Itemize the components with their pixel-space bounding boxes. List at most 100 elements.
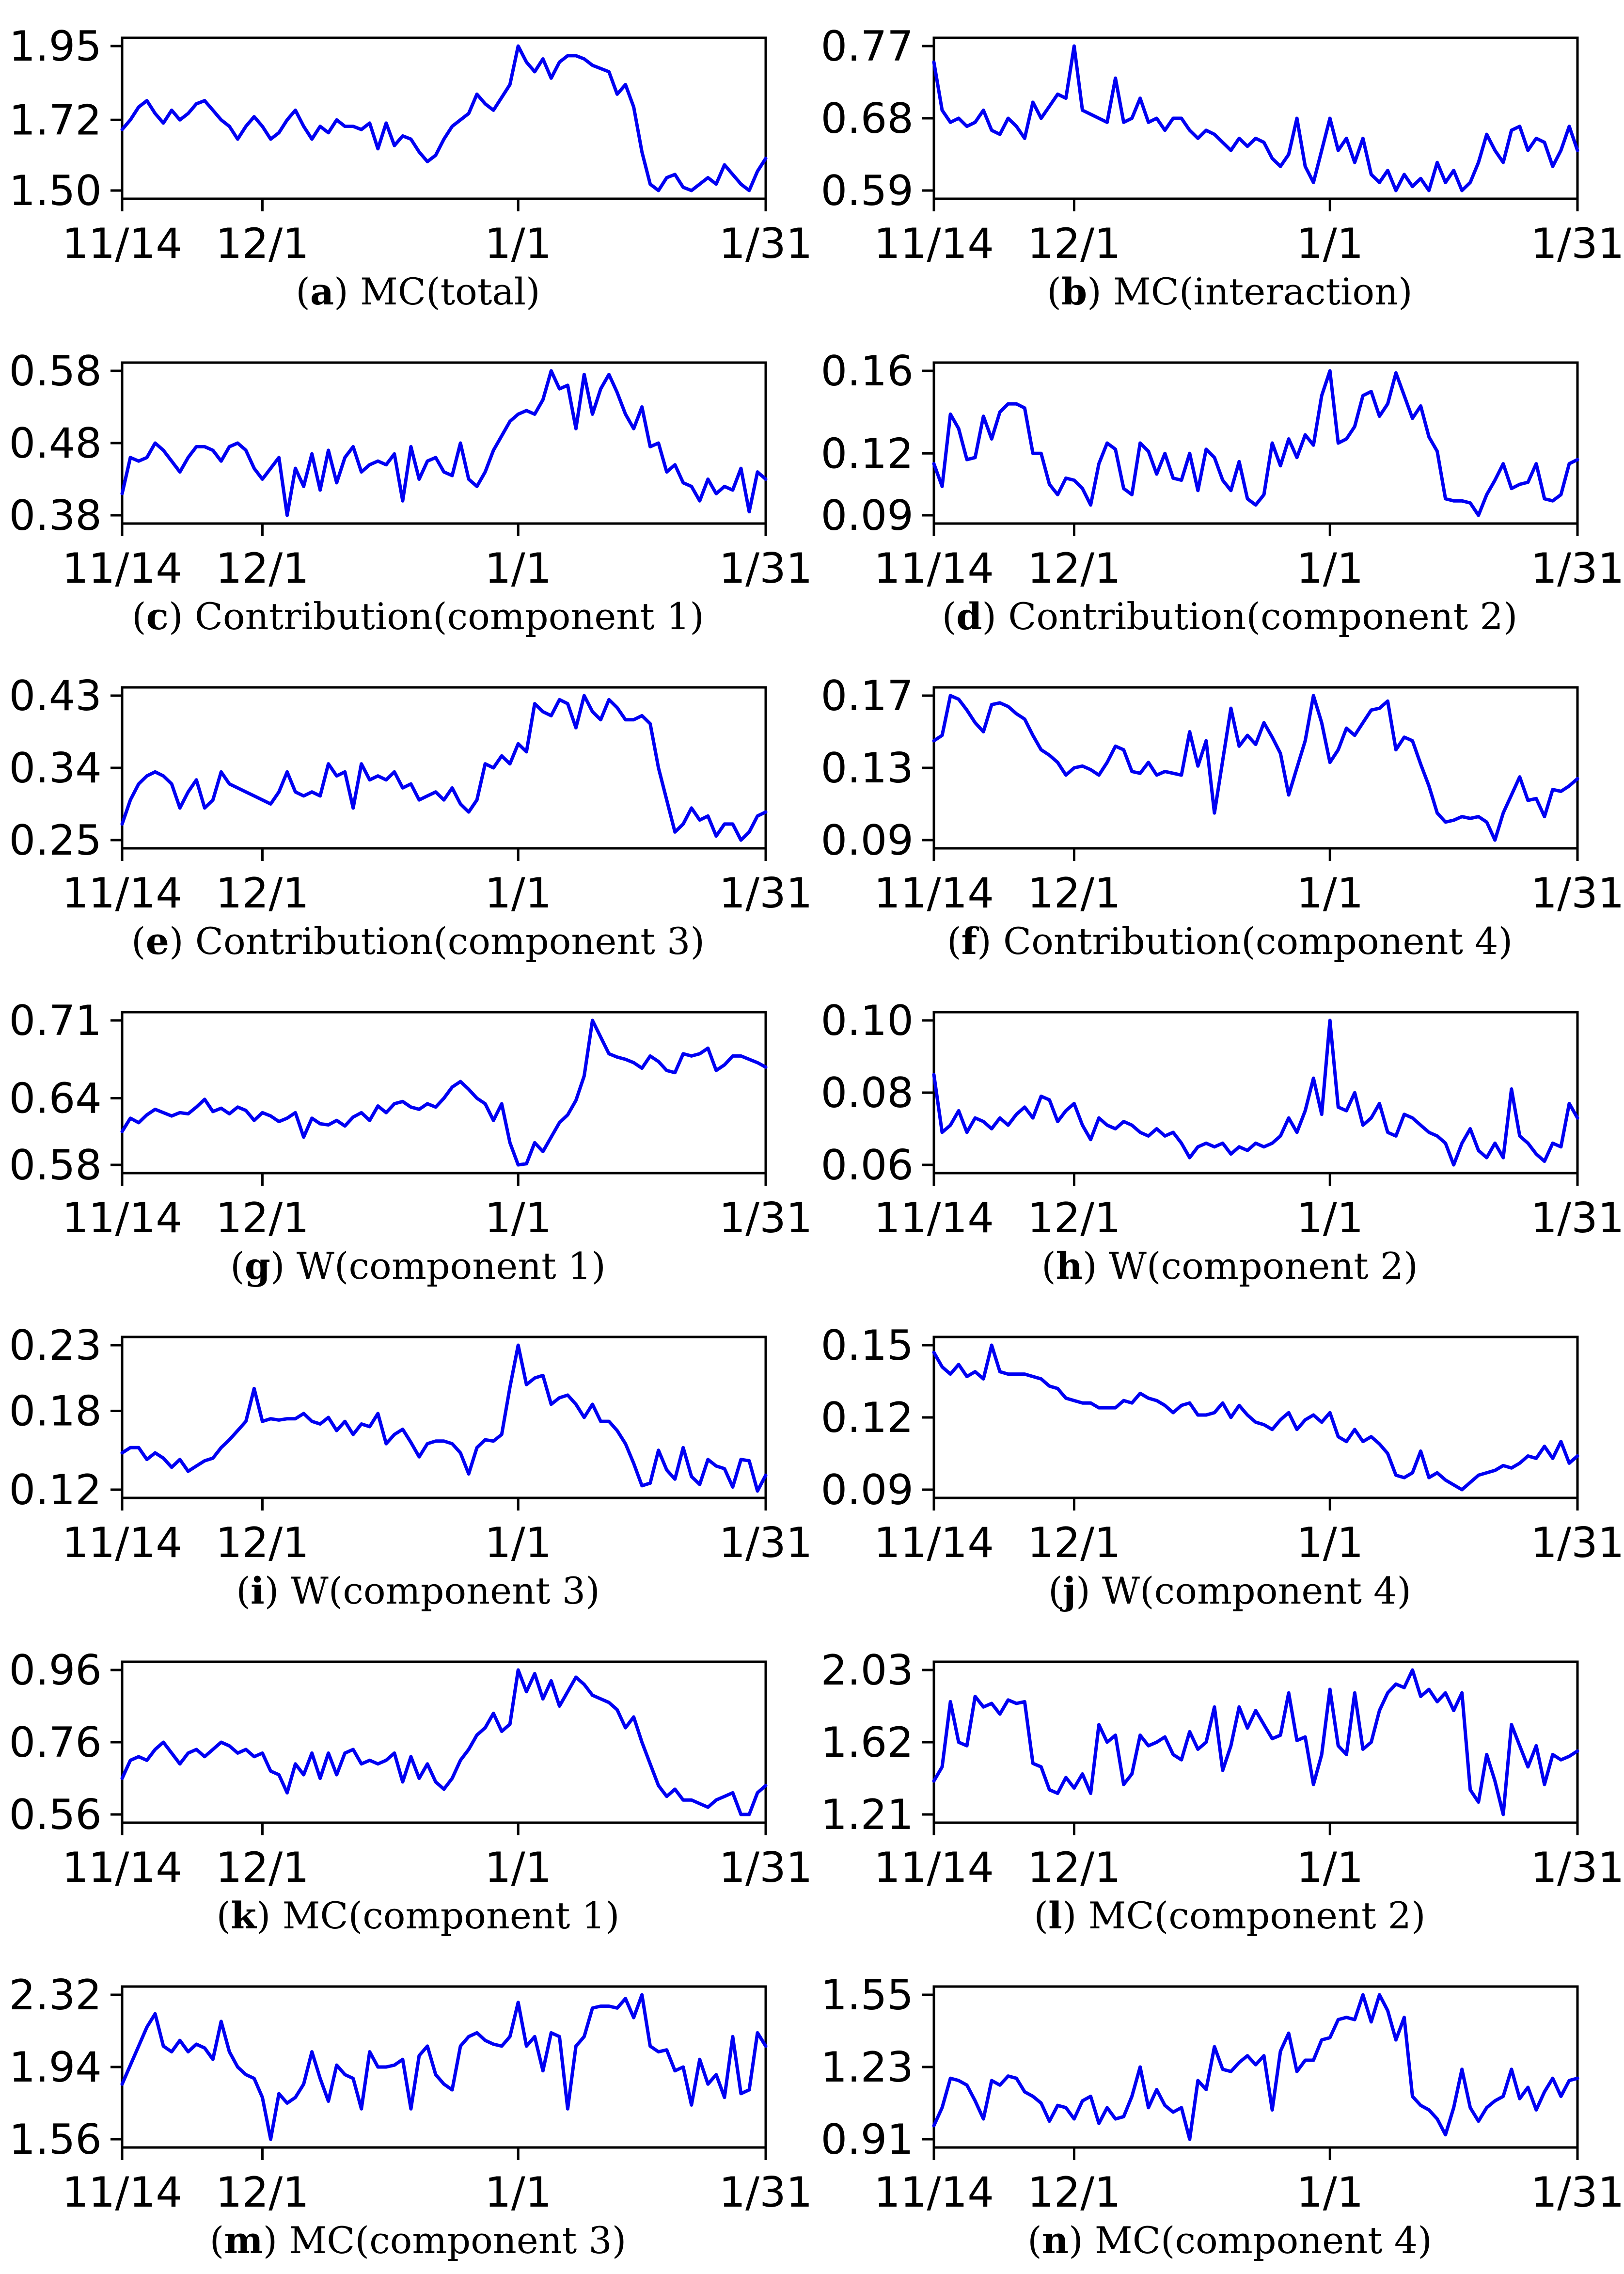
- y-tick-label: 0.06: [821, 1141, 914, 1190]
- y-tick-label: 0.48: [9, 419, 102, 468]
- y-tick-label: 0.08: [821, 1069, 914, 1117]
- caption-n: (n) MC(component 4): [1027, 2219, 1432, 2262]
- plot-area-c: [121, 361, 767, 525]
- y-tick-label: 0.12: [821, 1394, 914, 1442]
- x-tick-label: 1/1: [1296, 2168, 1363, 2217]
- caption-l: (l) MC(component 2): [1034, 1894, 1425, 1937]
- caption-h: (h) W(component 2): [1041, 1244, 1418, 1288]
- data-series-line-i: [120, 1343, 768, 1493]
- y-tick-label: 1.72: [9, 96, 102, 144]
- chart-svg-e: 0.25 0.34 0.43 11/14 12/1 1/1 1/31 (e) Contribu…: [9, 672, 813, 963]
- plot-area-a: [121, 36, 767, 200]
- chart-panel-h: 0.06 0.08 0.10 11/14 12/1 1/1 1/31 (h) W(compon…: [812, 974, 1624, 1299]
- x-tick-label: 1/1: [485, 1844, 552, 1892]
- y-tick-label: 0.09: [821, 816, 914, 865]
- y-tick-label: 1.23: [821, 2043, 914, 2092]
- x-tick-label: 12/1: [1027, 2168, 1121, 2217]
- y-tick-label: 0.09: [821, 492, 914, 540]
- y-tick-label: 0.56: [9, 1791, 102, 1839]
- x-tick-label: 1/1: [485, 544, 552, 593]
- data-series-line-g: [120, 1018, 768, 1167]
- y-tick-label: 0.58: [9, 1141, 102, 1190]
- x-tick-label: 12/1: [216, 220, 309, 268]
- chart-svg-f: 0.09 0.13 0.17 11/14 12/1 1/1 1/31 (f) Contribu…: [821, 672, 1624, 963]
- x-tick-label: 1/1: [1296, 1844, 1363, 1892]
- data-series-line-k: [120, 1668, 768, 1816]
- plot-area-m: [121, 1985, 767, 2149]
- plot-area-l: [932, 1660, 1579, 1824]
- data-series-line-h: [932, 1018, 1579, 1167]
- y-tick-label: 1.95: [9, 22, 102, 71]
- x-tick-label: 12/1: [1027, 1844, 1121, 1892]
- x-tick-label: 1/31: [719, 1844, 812, 1892]
- plot-area-i: [121, 1336, 767, 1499]
- x-tick-label: 1/1: [1296, 220, 1363, 268]
- x-tick-label: 11/14: [874, 1194, 994, 1242]
- x-tick-label: 12/1: [216, 1194, 309, 1242]
- y-tick-label: 1.50: [9, 167, 102, 215]
- x-tick-label: 1/31: [719, 869, 812, 918]
- y-tick-label: 0.71: [9, 997, 102, 1045]
- plot-area-h: [932, 1011, 1579, 1175]
- data-series-line-a: [120, 44, 768, 192]
- chart-panel-j: 0.09 0.12 0.15 11/14 12/1 1/1 1/31 (j) W(compon…: [812, 1299, 1624, 1624]
- y-tick-label: 0.38: [9, 492, 102, 540]
- x-tick-label: 11/14: [874, 1519, 994, 1567]
- chart-panel-n: 0.91 1.23 1.55 11/14 12/1 1/1 1/31 (n) MC(compo…: [812, 1949, 1624, 2274]
- chart-svg-a: 1.50 1.72 1.95 11/14 12/1 1/1 1/31 (a) MC(total…: [9, 22, 813, 313]
- data-series-line-b: [932, 44, 1579, 192]
- x-tick-label: 12/1: [1027, 1519, 1121, 1567]
- x-tick-label: 11/14: [874, 2168, 994, 2217]
- chart-panel-c: 0.38 0.48 0.58 11/14 12/1 1/1 1/31 (c) Contribu…: [0, 325, 813, 650]
- caption-k: (k) MC(component 1): [216, 1894, 619, 1937]
- chart-panel-k: 0.56 0.76 0.96 11/14 12/1 1/1 1/31 (k) MC(compo…: [0, 1624, 813, 1949]
- chart-panel-m: 1.56 1.94 2.32 11/14 12/1 1/1 1/31 (m) MC(compo…: [0, 1949, 813, 2274]
- data-series-line-n: [932, 1993, 1579, 2141]
- y-tick-label: 1.21: [821, 1791, 914, 1839]
- y-tick-label: 0.64: [9, 1074, 102, 1123]
- chart-panel-g: 0.58 0.64 0.71 11/14 12/1 1/1 1/31 (g) W(compon…: [0, 974, 813, 1299]
- x-tick-label: 12/1: [216, 2168, 309, 2217]
- x-tick-label: 11/14: [62, 2168, 182, 2217]
- y-tick-label: 0.10: [821, 997, 914, 1045]
- x-tick-label: 12/1: [1027, 544, 1121, 593]
- x-tick-label: 1/31: [1530, 1519, 1624, 1567]
- y-tick-label: 0.58: [9, 347, 102, 396]
- y-tick-label: 0.76: [9, 1718, 102, 1767]
- y-tick-label: 0.13: [821, 744, 914, 793]
- data-series-line-c: [120, 369, 768, 517]
- x-tick-label: 12/1: [216, 1844, 309, 1892]
- y-tick-label: 0.25: [9, 816, 102, 865]
- x-tick-label: 1/31: [1530, 544, 1624, 593]
- chart-panel-a: 1.50 1.72 1.95 11/14 12/1 1/1 1/31 (a) MC(total…: [0, 0, 813, 325]
- plot-area-f: [932, 686, 1579, 850]
- y-tick-label: 0.12: [821, 429, 914, 478]
- x-tick-label: 12/1: [1027, 1194, 1121, 1242]
- chart-panel-d: 0.09 0.12 0.16 11/14 12/1 1/1 1/31 (d) Contribu…: [812, 325, 1624, 650]
- x-tick-label: 1/31: [719, 1519, 812, 1567]
- x-tick-label: 1/31: [1530, 1194, 1624, 1242]
- x-tick-label: 11/14: [62, 220, 182, 268]
- chart-panel-l: 1.21 1.62 2.03 11/14 12/1 1/1 1/31 (l) MC(compo…: [812, 1624, 1624, 1949]
- y-tick-label: 0.18: [9, 1387, 102, 1435]
- plot-area-e: [121, 686, 767, 850]
- caption-b: (b) MC(interaction): [1047, 270, 1412, 313]
- x-tick-label: 12/1: [216, 544, 309, 593]
- x-tick-label: 1/31: [719, 220, 812, 268]
- y-tick-label: 0.96: [9, 1646, 102, 1695]
- x-tick-label: 1/31: [719, 1194, 812, 1242]
- caption-f: (f) Contribution(component 4): [947, 920, 1513, 963]
- y-tick-label: 0.91: [821, 2115, 914, 2164]
- y-tick-label: 0.23: [9, 1321, 102, 1370]
- x-tick-label: 1/1: [485, 220, 552, 268]
- data-series-line-j: [932, 1343, 1579, 1492]
- caption-g: (g) W(component 1): [230, 1244, 606, 1288]
- x-tick-label: 1/31: [719, 2168, 812, 2217]
- x-tick-label: 11/14: [62, 544, 182, 593]
- y-tick-label: 0.43: [9, 672, 102, 720]
- y-tick-label: 1.56: [9, 2115, 102, 2164]
- y-tick-label: 0.59: [821, 167, 914, 215]
- chart-svg-n: 0.91 1.23 1.55 11/14 12/1 1/1 1/31 (n) MC(compo…: [821, 1971, 1624, 2262]
- x-tick-label: 1/31: [1530, 220, 1624, 268]
- chart-svg-j: 0.09 0.12 0.15 11/14 12/1 1/1 1/31 (j) W(compon…: [821, 1321, 1624, 1612]
